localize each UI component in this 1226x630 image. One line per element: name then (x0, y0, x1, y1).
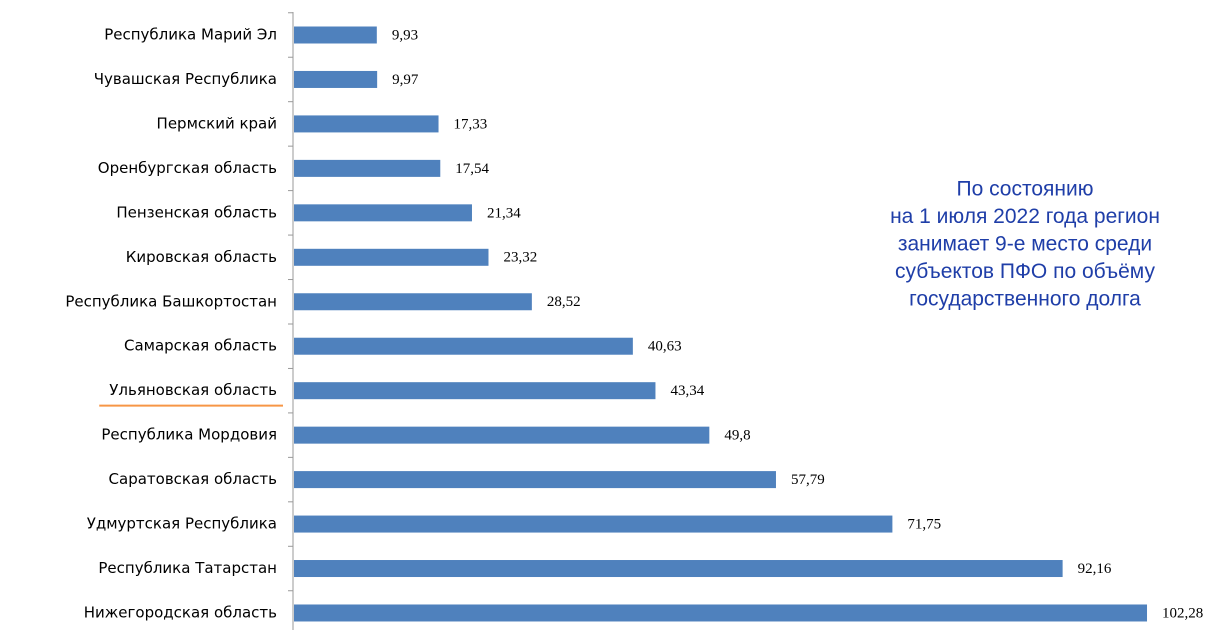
value-label: 92,16 (1078, 561, 1112, 577)
value-label: 17,54 (455, 161, 489, 177)
category-label: Республика Башкортостан (65, 292, 277, 310)
category-label: Ульяновская область (109, 381, 277, 399)
annotation: занимает 9-е место среди (898, 233, 1152, 256)
annotation: По состоянию (956, 178, 1093, 201)
bar (294, 159, 441, 177)
category-label: Нижегородская область (84, 603, 277, 621)
annotation: государственного долга (909, 288, 1141, 311)
bar (294, 382, 656, 400)
value-label: 57,79 (791, 472, 825, 488)
category-label: Саратовская область (109, 470, 277, 488)
category-label: Самарская область (124, 337, 277, 355)
annotation: субъектов ПФО по объёму (895, 260, 1155, 283)
value-label: 23,32 (503, 250, 537, 266)
value-label: 102,28 (1162, 605, 1203, 621)
category-label: Удмуртская Республика (87, 515, 277, 533)
bar (294, 115, 439, 133)
bar (294, 604, 1148, 622)
bar (294, 426, 710, 444)
value-label: 71,75 (907, 516, 941, 532)
category-label: Кировская область (126, 248, 277, 266)
bar (294, 293, 532, 311)
bar (294, 515, 893, 533)
bar (294, 26, 377, 44)
annotation: на 1 июля 2022 года регион (890, 205, 1160, 228)
category-label: Республика Марий Эл (104, 26, 277, 44)
bar (294, 70, 378, 88)
bar (294, 248, 489, 266)
bar (294, 471, 776, 489)
bar (294, 204, 472, 222)
value-label: 49,8 (724, 428, 750, 444)
value-label: 9,93 (392, 27, 418, 43)
bar (294, 337, 633, 355)
category-label: Пермский край (157, 114, 277, 132)
value-label: 40,63 (648, 339, 682, 355)
value-label: 21,34 (487, 205, 521, 221)
bar (294, 560, 1063, 578)
value-label: 28,52 (547, 294, 581, 310)
category-label: Чувашская Республика (94, 70, 277, 88)
category-label: Республика Татарстан (98, 559, 277, 577)
category-label: Пензенская область (116, 203, 277, 221)
category-label: Оренбургская область (98, 159, 277, 177)
category-label: Республика Мордовия (101, 426, 277, 444)
value-label: 17,33 (454, 116, 488, 132)
value-label: 9,97 (392, 72, 419, 88)
value-label: 43,34 (670, 383, 704, 399)
